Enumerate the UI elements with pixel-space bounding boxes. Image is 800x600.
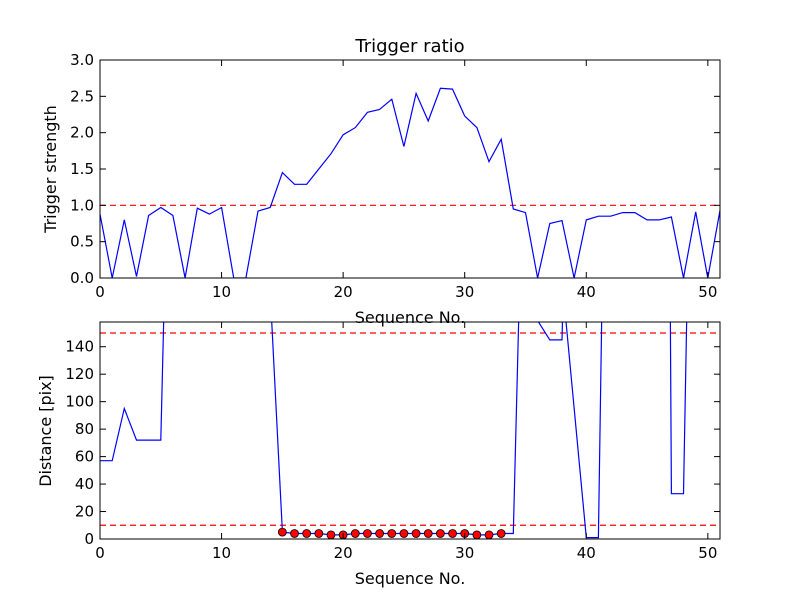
data-point <box>302 529 312 538</box>
y-tick-label: 40 <box>75 475 94 493</box>
y-axis-label: Trigger strength <box>41 105 60 234</box>
x-tick-label: 50 <box>698 283 717 301</box>
chart-title: Trigger ratio <box>354 36 464 57</box>
data-point <box>448 529 457 538</box>
y-axis-label: Distance [pix] <box>36 375 55 487</box>
y-tick-label: 20 <box>75 503 94 521</box>
y-tick-label: 0.0 <box>70 269 94 287</box>
data-point <box>423 529 433 538</box>
x-axis-label: Sequence No. <box>355 569 466 588</box>
data-point <box>435 529 445 538</box>
data-point <box>484 530 494 539</box>
y-tick-label: 100 <box>65 393 94 411</box>
data-point <box>496 529 506 538</box>
plot-area <box>100 322 720 539</box>
y-tick-label: 0 <box>84 530 94 548</box>
y-tick-label: 60 <box>75 448 94 466</box>
x-tick-label: 10 <box>212 283 231 301</box>
y-tick-label: 1.0 <box>70 196 94 214</box>
data-point <box>411 529 421 538</box>
data-point <box>363 529 372 538</box>
x-tick-label: 40 <box>577 283 596 301</box>
x-tick-label: 30 <box>455 544 474 562</box>
y-tick-label: 80 <box>75 420 94 438</box>
x-tick-label: 10 <box>212 544 231 562</box>
plot-frame <box>99 321 721 540</box>
y-tick-label: 2.0 <box>70 124 94 142</box>
x-tick-label: 0 <box>95 544 105 562</box>
plot-area <box>100 87 720 278</box>
distance-chart: Sequence No. Distance [pix] 0 10 20 30 40 50 0… <box>36 321 721 588</box>
y-tick-label: 140 <box>65 338 94 356</box>
x-tick-label: 20 <box>334 283 353 301</box>
x-tick-label: 20 <box>334 544 353 562</box>
data-point <box>314 529 324 538</box>
data-point <box>387 529 397 538</box>
data-point <box>399 529 409 538</box>
series-line <box>100 87 720 278</box>
data-point <box>326 530 336 539</box>
data-point <box>277 527 287 537</box>
data-point <box>472 530 482 539</box>
data-point <box>290 529 299 538</box>
x-axis-label: Sequence No. <box>355 308 466 327</box>
y-tick-label: 1.5 <box>70 160 94 178</box>
y-tick-label: 120 <box>65 365 94 383</box>
x-tick-label: 30 <box>455 283 474 301</box>
y-tick-label: 0.5 <box>70 233 94 251</box>
y-tick-label: 3.0 <box>70 51 94 69</box>
data-point <box>350 529 360 538</box>
data-point <box>375 529 385 538</box>
x-tick-label: 50 <box>698 544 717 562</box>
x-tick-label: 0 <box>95 283 105 301</box>
y-tick-label: 2.5 <box>70 87 94 105</box>
x-tick-label: 40 <box>577 544 596 562</box>
